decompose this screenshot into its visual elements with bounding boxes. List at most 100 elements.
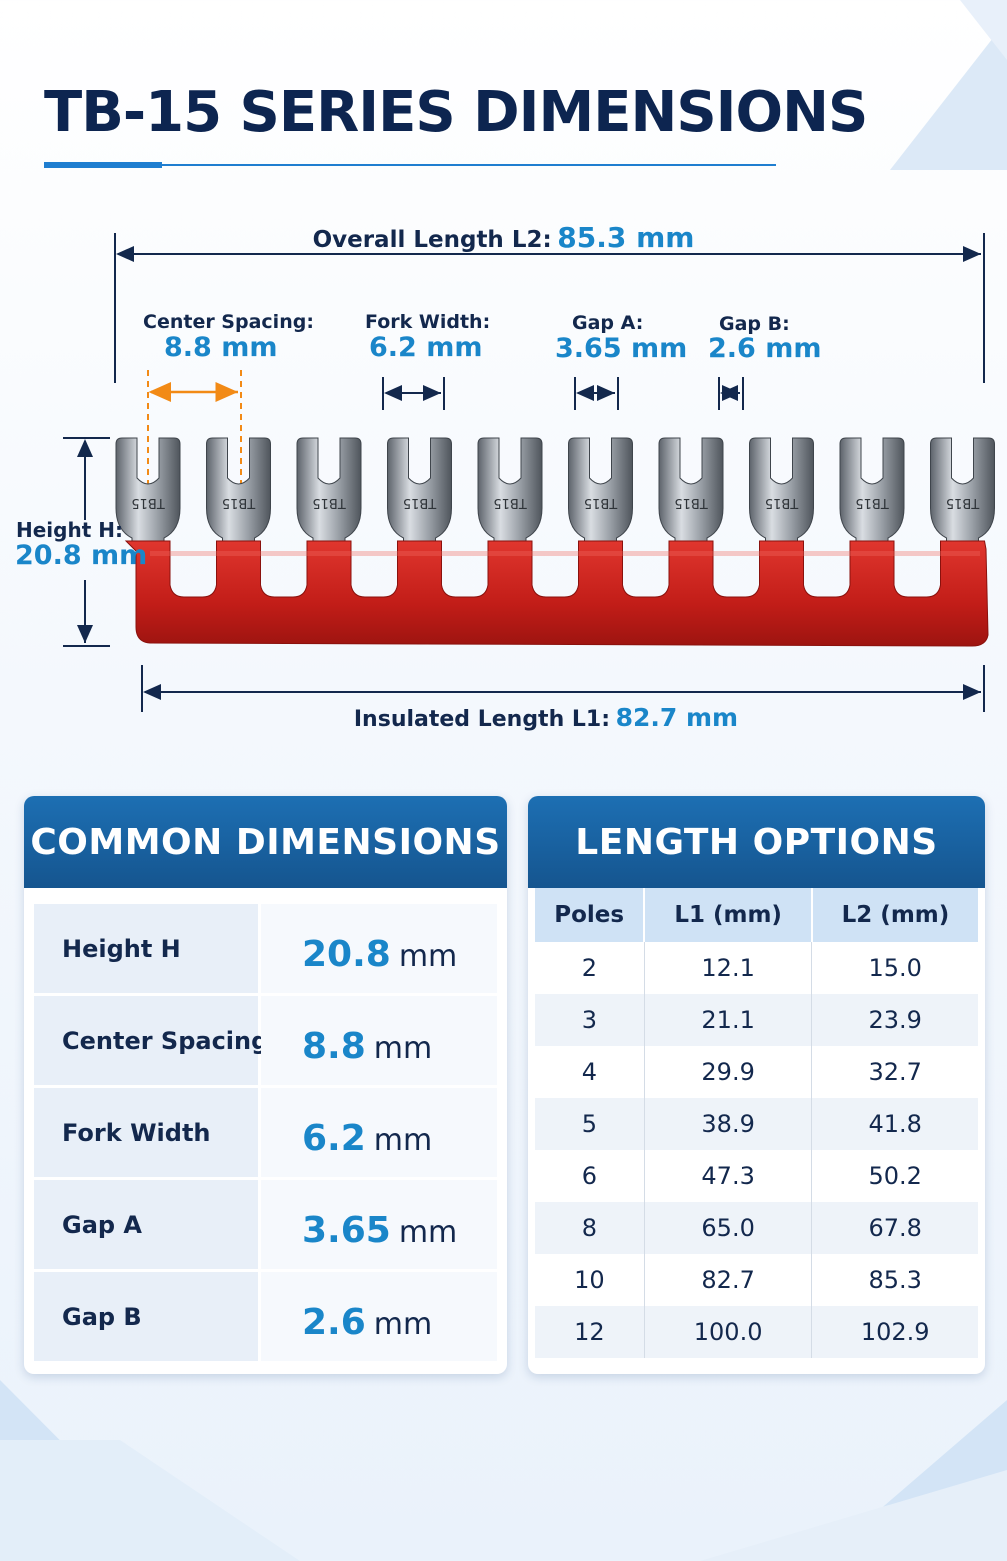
table-row: 8 65.0 67.8 — [535, 1202, 978, 1254]
dimension-name: Center Spacing — [34, 996, 268, 1085]
fork-terminal — [930, 437, 995, 546]
dimension-value-cell: 8.8 mm — [261, 996, 497, 1085]
fork-terminal — [387, 437, 452, 546]
terminal-marking: TB15 — [946, 495, 980, 510]
table-cell: 8 — [535, 1202, 645, 1254]
table-cell: 4 — [535, 1046, 645, 1098]
dimension-value: 8.8 — [302, 1026, 366, 1067]
fork-terminal — [749, 437, 814, 546]
table-row: 4 29.9 32.7 — [535, 1046, 978, 1098]
dimension-unit: mm — [373, 1307, 433, 1342]
overall-length-dimension — [114, 233, 985, 383]
table-cell: 32.7 — [868, 1058, 922, 1086]
fork-terminal — [296, 437, 362, 546]
dimension-value: 3.65 — [302, 1210, 391, 1251]
gap-a-dimension — [574, 377, 619, 410]
dimension-name: Gap B — [34, 1272, 258, 1361]
terminal-marking: TB15 — [855, 495, 889, 510]
dimension-value-cell: 20.8 mm — [261, 904, 497, 993]
table-cell: 21.1 — [644, 994, 813, 1046]
table-cell: 15.0 — [868, 954, 922, 982]
dimension-row: Gap A 3.65 mm — [34, 1180, 497, 1269]
table-cell: 38.9 — [644, 1098, 813, 1150]
table-row: 2 12.1 15.0 — [535, 942, 978, 994]
column-header: L2 (mm) — [811, 888, 978, 942]
terminal-marking: TB15 — [131, 495, 165, 510]
table-cell: 29.9 — [644, 1046, 813, 1098]
table-cell: 12 — [535, 1306, 645, 1358]
insulated-length-dimension — [141, 665, 985, 712]
dimension-row: Gap B 2.6 mm — [34, 1272, 497, 1361]
fork-width-dimension — [382, 377, 445, 410]
table-cell: 100.0 — [644, 1306, 813, 1358]
table-cell: 10 — [535, 1254, 645, 1306]
terminal-marking: TB15 — [222, 495, 256, 510]
fork-terminal — [658, 437, 724, 546]
fork-terminal — [568, 437, 633, 546]
length-options-panel: LENGTH OPTIONS Poles L1 (mm) L2 (mm) 2 12.1… — [528, 796, 985, 1374]
table-cell: 50.2 — [868, 1162, 922, 1190]
table-cell: 6 — [535, 1150, 645, 1202]
gap-b-value: 2.6 mm — [708, 333, 822, 364]
insulated-length-label: Insulated Length L1: 82.7 mm — [353, 703, 739, 732]
terminal-strip-drawing: TB15 TB15 TB15 TB15 TB15 TB15 TB15 TB15 TB15 TB15 — [63, 233, 995, 712]
title-underline-accent — [44, 162, 162, 168]
center-spacing-label: Center Spacing: — [143, 311, 314, 333]
table-cell: 5 — [535, 1098, 645, 1150]
dimension-value-cell: 2.6 mm — [261, 1272, 497, 1361]
terminal-marking: TB15 — [403, 495, 437, 510]
dimension-value-cell: 6.2 mm — [261, 1088, 497, 1177]
fork-terminal — [477, 437, 543, 546]
common-dimensions-panel: COMMON DIMENSIONS Height H 20.8 mm Center S… — [24, 796, 507, 1374]
dimension-unit: mm — [373, 1031, 433, 1066]
dimension-unit: mm — [398, 939, 458, 974]
overall-length-label: Overall Length L2: 85.3 mm — [312, 221, 695, 254]
table-cell: 47.3 — [644, 1150, 813, 1202]
table-cell: 85.3 — [868, 1266, 922, 1294]
table-cell: 102.9 — [811, 1306, 978, 1358]
length-options-title: LENGTH OPTIONS — [528, 796, 985, 888]
dimension-row: Fork Width 6.2 mm — [34, 1088, 497, 1177]
dimension-value: 2.6 — [302, 1302, 366, 1343]
dimension-row: Center Spacing 8.8 mm — [34, 996, 497, 1085]
table-cell: 67.8 — [811, 1202, 978, 1254]
center-spacing-dimension — [147, 370, 242, 590]
terminal-marking: TB15 — [584, 495, 618, 510]
table-row: 10 82.7 85.3 — [535, 1254, 978, 1306]
dimension-name: Gap A — [34, 1180, 258, 1269]
insulator-highlight — [150, 551, 980, 556]
table-cell: 3 — [535, 994, 645, 1046]
terminal-marking: TB15 — [765, 495, 799, 510]
height-dimension — [63, 437, 110, 647]
terminal-strip: TB15 TB15 TB15 TB15 TB15 TB15 TB15 TB15 TB15 TB15 — [115, 437, 995, 647]
insulator-body — [124, 540, 989, 647]
height-value: 20.8 mm — [15, 540, 148, 571]
column-header: Poles — [535, 888, 646, 942]
table-row: 3 21.1 23.9 — [535, 994, 978, 1046]
fork-terminal — [839, 437, 905, 546]
height-label: Height H: — [16, 518, 123, 542]
dimension-value: 20.8 — [302, 934, 391, 975]
center-spacing-value: 8.8 mm — [164, 332, 278, 363]
dimension-value: 6.2 — [302, 1118, 366, 1159]
fork-width-value: 6.2 mm — [369, 332, 483, 363]
dimension-row: Height H 20.8 mm — [34, 904, 497, 993]
gap-b-dimension — [718, 377, 744, 410]
length-options-table: Poles L1 (mm) L2 (mm) 2 12.1 15.0 3 21.1 23.9 4 2… — [535, 888, 978, 1358]
table-cell: 65.0 — [644, 1202, 813, 1254]
terminal-marking: TB15 — [674, 495, 708, 510]
dimension-unit: mm — [373, 1123, 433, 1158]
common-dimensions-title: COMMON DIMENSIONS — [24, 796, 507, 888]
column-header: L1 (mm) — [644, 888, 813, 942]
dimension-name: Height H — [34, 904, 258, 993]
fork-terminal — [115, 437, 181, 546]
table-cell: 41.8 — [811, 1098, 978, 1150]
table-cell: 23.9 — [811, 994, 978, 1046]
fork-terminal — [206, 437, 271, 546]
gap-b-label: Gap B: — [719, 313, 790, 335]
table-cell: 12.1 — [644, 942, 813, 994]
gap-a-value: 3.65 mm — [555, 333, 688, 364]
page-title: TB-15 SERIES DIMENSIONS — [44, 80, 868, 145]
table-row: 6 47.3 50.2 — [535, 1150, 978, 1202]
